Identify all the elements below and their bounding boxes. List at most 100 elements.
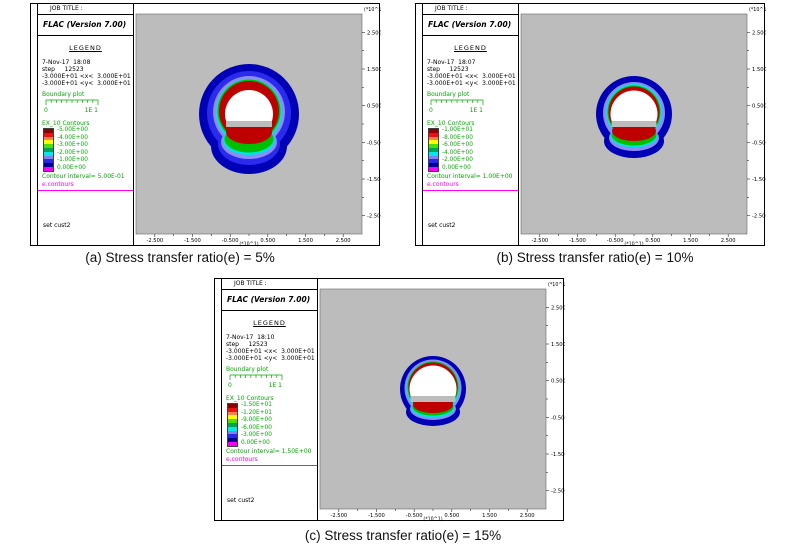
step-count: step 12523: [427, 66, 469, 73]
contour-plot: -2.500 -1.500 -0.500 0.500 1.500 2.500 2.500 1.…: [135, 7, 381, 248]
contour-level-label: 0.00E+00: [442, 165, 471, 171]
flac-version-title: FLAC (Version 7.00): [423, 15, 518, 36]
contour-swatch: [44, 132, 53, 137]
contour-plot: -2.500 -1.500 -0.500 0.500 1.500 2.500 2.500 1.…: [319, 282, 565, 522]
legend-body: LEGEND 7-Nov-17 18:07 step 12523 -3.000E…: [423, 36, 518, 245]
contour-level-label: -9.00E+00: [241, 417, 272, 424]
x-axis-label: -2.500: [146, 238, 163, 244]
contour-level-label: -4.00E+00: [57, 134, 88, 141]
scale-max-label: 1E 1: [84, 107, 98, 114]
contour-swatch: [44, 129, 53, 133]
legend-footer: set cust2: [428, 222, 456, 229]
contour-level-label: -5.00E+00: [57, 127, 88, 133]
x-axis-label: 1.500: [683, 238, 698, 244]
flac-version-title: FLAC (Version 7.00): [38, 15, 133, 36]
econtours-underline: [222, 465, 317, 466]
contour-swatch: [44, 140, 53, 145]
contour-color-scale: -1.00E+01 -8.00E+00 -6.00E+00 -4.00E+00 -2.0…: [428, 127, 508, 172]
contour-swatch: [429, 129, 438, 133]
contour-color-scale: -1.50E+01 -1.20E+01 -9.00E+00 -6.00E+00 -3.0…: [227, 402, 307, 447]
flac-panel-b: JOB TITLE : FLAC (Version 7.00) LEGEND 7…: [415, 3, 766, 248]
contour-swatch: [228, 407, 237, 412]
x-axis-label: -1.500: [569, 238, 586, 244]
x-range-label: -3.000E+01 <x< 3.000E+01: [226, 348, 315, 355]
contour-swatch: [228, 411, 237, 416]
contour-swatch: [429, 144, 438, 148]
contour-swatch: [44, 144, 53, 148]
x-axis-label: -1.500: [184, 238, 201, 244]
y-axis-label: 0.500: [551, 379, 565, 385]
flac-version-title: FLAC (Version 7.00): [222, 290, 317, 311]
job-title-bar: JOB TITLE :: [423, 4, 518, 15]
flac-panel-c: JOB TITLE : FLAC (Version 7.00) LEGEND 7…: [214, 278, 565, 522]
job-title-label: JOB TITLE :: [435, 5, 468, 12]
job-title-bar: JOB TITLE :: [222, 279, 317, 290]
x-axis-label: 2.500: [520, 513, 535, 519]
boundary-scale-ruler: [430, 99, 484, 105]
contour-swatch: [44, 136, 53, 141]
x-axis-multiplier: (*10^1): [239, 242, 258, 248]
x-axis-label: 2.500: [336, 238, 351, 244]
x-range-label: -3.000E+01 <x< 3.000E+01: [427, 73, 516, 80]
econtours-underline: [423, 190, 518, 191]
y-axis-label: 0.500: [367, 104, 381, 110]
step-count: step 12523: [42, 66, 84, 73]
scale-max-label: 1E 1: [469, 107, 483, 114]
boundary-scale-labels: 0 1E 1: [44, 107, 98, 114]
contour-level-label: -3.00E+00: [241, 432, 272, 439]
legend-body: LEGEND 7-Nov-17 18:08 step 12523 -3.000E…: [38, 36, 133, 245]
flac-panel-a: JOB TITLE : FLAC (Version 7.00) LEGEND 7…: [30, 3, 381, 248]
contour-swatch: [429, 155, 438, 160]
legend-footer: set cust2: [43, 222, 71, 229]
y-axis-label: 1.500: [367, 67, 381, 73]
boundary-plot-label: Boundary plot: [427, 91, 470, 98]
econtours-underline: [38, 190, 133, 191]
boundary-plot-label: Boundary plot: [226, 366, 269, 373]
contour-swatch: [429, 166, 438, 171]
y-axis-multiplier: (*10^1): [364, 7, 381, 13]
contour-swatch: [228, 438, 237, 442]
contour-interval-label: Contour interval= 1.00E+00: [427, 173, 513, 180]
contour-level-label: -1.00E+01: [442, 127, 473, 133]
y-axis-multiplier: (*10^1): [749, 7, 766, 13]
contour-swatch: [429, 159, 438, 164]
y-axis-label: 2.500: [752, 30, 766, 36]
contour-swatch: [228, 404, 237, 408]
contour-level-label: -8.00E+00: [442, 134, 473, 141]
scale-zero-label: 0: [44, 107, 48, 114]
tunnel-opening: [409, 365, 457, 396]
y-axis-label: -1.500: [551, 452, 565, 458]
legend-sidebar: JOB TITLE : FLAC (Version 7.00) LEGEND 7…: [422, 4, 519, 245]
x-axis-label: 0.500: [444, 513, 459, 519]
boundary-scale-ruler: [229, 374, 283, 380]
contours-title: EX_10 Contours: [427, 120, 475, 127]
x-axis-label: 2.500: [721, 238, 736, 244]
x-axis-multiplier: (*10^1): [624, 242, 643, 248]
y-axis-label: 2.500: [551, 305, 565, 311]
contour-level-label: -6.00E+00: [442, 142, 473, 149]
contour-swatch: [228, 441, 237, 446]
contour-level-label: -1.00E+00: [57, 157, 88, 164]
contour-swatch: [429, 140, 438, 145]
y-axis-label: -2.500: [752, 214, 766, 220]
legend-sidebar: JOB TITLE : FLAC (Version 7.00) LEGEND 7…: [221, 279, 318, 520]
x-axis-label: -2.500: [330, 513, 347, 519]
contour-swatch: [429, 163, 438, 167]
y-axis-label: -0.500: [551, 415, 565, 421]
legend-heading: LEGEND: [253, 319, 286, 327]
x-axis-label: -0.500: [222, 238, 239, 244]
legend-heading: LEGEND: [69, 44, 102, 52]
contours-title: EX_10 Contours: [226, 395, 274, 402]
x-range-label: -3.000E+01 <x< 3.000E+01: [42, 73, 131, 80]
contour-swatch: [429, 132, 438, 137]
boundary-scale-labels: 0 1E 1: [429, 107, 483, 114]
y-axis-label: 1.500: [551, 342, 565, 348]
contour-interval-label: Contour interval= 5.00E-01: [42, 173, 125, 180]
contour-swatch: [429, 151, 438, 156]
x-axis-label: 0.500: [645, 238, 660, 244]
step-count: step 12523: [226, 341, 268, 348]
contour-swatch: [228, 434, 237, 439]
legend-sidebar: JOB TITLE : FLAC (Version 7.00) LEGEND 7…: [37, 4, 134, 245]
figure-caption-c: (c) Stress transfer ratio(e) = 15%: [304, 528, 502, 543]
